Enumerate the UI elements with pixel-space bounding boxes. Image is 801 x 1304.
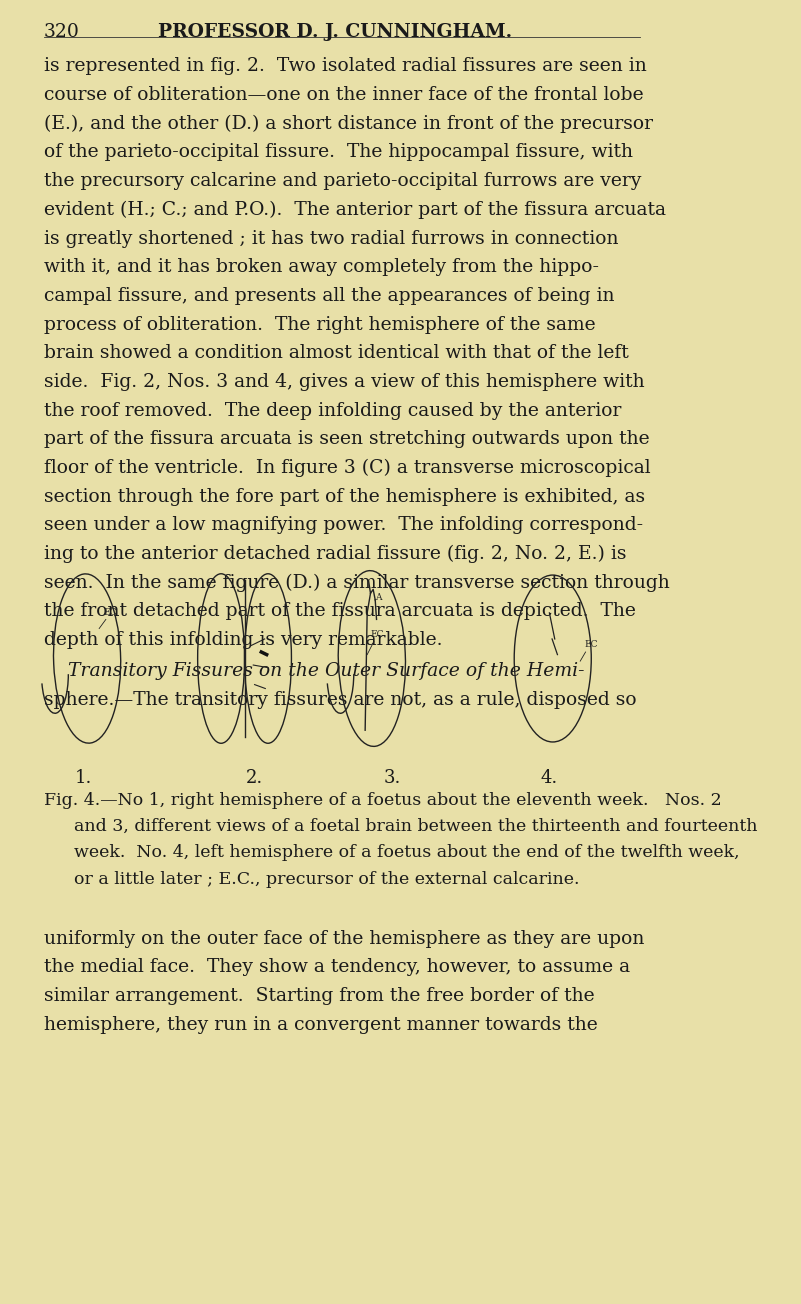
Text: evident (H.; C.; and P.O.).  The anterior part of the fissura arcuata: evident (H.; C.; and P.O.). The anterior… xyxy=(43,201,666,219)
Text: process of obliteration.  The right hemisphere of the same: process of obliteration. The right hemis… xyxy=(43,316,595,334)
Text: the medial face.  They show a tendency, however, to assume a: the medial face. They show a tendency, h… xyxy=(43,958,630,977)
Text: 320: 320 xyxy=(43,23,79,42)
Text: the roof removed.  The deep infolding caused by the anterior: the roof removed. The deep infolding cau… xyxy=(43,402,621,420)
Text: and 3, different views of a foetal brain between the thirteenth and fourteenth: and 3, different views of a foetal brain… xyxy=(74,818,757,835)
Text: Transitory Fissures on the Outer Surface of the Hemi-: Transitory Fissures on the Outer Surface… xyxy=(43,662,584,681)
Text: similar arrangement.  Starting from the free border of the: similar arrangement. Starting from the f… xyxy=(43,987,594,1005)
Text: uniformly on the outer face of the hemisphere as they are upon: uniformly on the outer face of the hemis… xyxy=(43,930,644,948)
Text: side.  Fig. 2, Nos. 3 and 4, gives a view of this hemisphere with: side. Fig. 2, Nos. 3 and 4, gives a view… xyxy=(43,373,644,391)
Text: part of the fissura arcuata is seen stretching outwards upon the: part of the fissura arcuata is seen stre… xyxy=(43,430,649,449)
Text: floor of the ventricle.  In figure 3 (C) a transverse microscopical: floor of the ventricle. In figure 3 (C) … xyxy=(43,459,650,477)
Text: hemisphere, they run in a convergent manner towards the: hemisphere, they run in a convergent man… xyxy=(43,1016,598,1034)
Text: EC: EC xyxy=(104,608,118,617)
Text: or a little later ; E.C., precursor of the external calcarine.: or a little later ; E.C., precursor of t… xyxy=(74,871,579,888)
Text: ing to the anterior detached radial fissure (fig. 2, No. 2, E.) is: ing to the anterior detached radial fiss… xyxy=(43,545,626,563)
Text: 3.: 3. xyxy=(383,769,400,788)
Text: A: A xyxy=(375,593,382,602)
Text: seen under a low magnifying power.  The infolding correspond-: seen under a low magnifying power. The i… xyxy=(43,516,642,535)
Text: 2.: 2. xyxy=(246,769,264,788)
Text: the precursory calcarine and parieto-occipital furrows are very: the precursory calcarine and parieto-occ… xyxy=(43,172,641,190)
Text: of the parieto-occipital fissure.  The hippocampal fissure, with: of the parieto-occipital fissure. The hi… xyxy=(43,143,633,162)
Text: section through the fore part of the hemisphere is exhibited, as: section through the fore part of the hem… xyxy=(43,488,645,506)
Text: sphere.—The transitory fissures are not, as a rule, disposed so: sphere.—The transitory fissures are not,… xyxy=(43,691,636,709)
Text: course of obliteration—one on the inner face of the frontal lobe: course of obliteration—one on the inner … xyxy=(43,86,643,104)
Text: PROFESSOR D. J. CUNNINGHAM.: PROFESSOR D. J. CUNNINGHAM. xyxy=(158,23,512,42)
Text: is represented in fig. 2.  Two isolated radial fissures are seen in: is represented in fig. 2. Two isolated r… xyxy=(43,57,646,76)
Text: Fig. 4.—No 1, right hemisphere of a foetus about the eleventh week.   Nos. 2: Fig. 4.—No 1, right hemisphere of a foet… xyxy=(43,792,721,808)
Text: depth of this infolding is very remarkable.: depth of this infolding is very remarkab… xyxy=(43,631,442,649)
Text: week.  No. 4, left hemisphere of a foetus about the end of the twelfth week,: week. No. 4, left hemisphere of a foetus… xyxy=(74,844,739,862)
Text: 4.: 4. xyxy=(541,769,558,788)
Text: campal fissure, and presents all the appearances of being in: campal fissure, and presents all the app… xyxy=(43,287,614,305)
Text: EC: EC xyxy=(584,640,598,649)
Text: the front detached part of the fissura arcuata is depicted.  The: the front detached part of the fissura a… xyxy=(43,602,635,621)
Text: seen.  In the same figure (D.) a similar transverse section through: seen. In the same figure (D.) a similar … xyxy=(43,574,670,592)
Text: brain showed a condition almost identical with that of the left: brain showed a condition almost identica… xyxy=(43,344,628,363)
Text: with it, and it has broken away completely from the hippo-: with it, and it has broken away complete… xyxy=(43,258,598,276)
Text: is greatly shortened ; it has two radial furrows in connection: is greatly shortened ; it has two radial… xyxy=(43,230,618,248)
Text: 1.: 1. xyxy=(75,769,92,788)
Text: EC: EC xyxy=(371,630,384,639)
Text: (E.), and the other (D.) a short distance in front of the precursor: (E.), and the other (D.) a short distanc… xyxy=(43,115,653,133)
